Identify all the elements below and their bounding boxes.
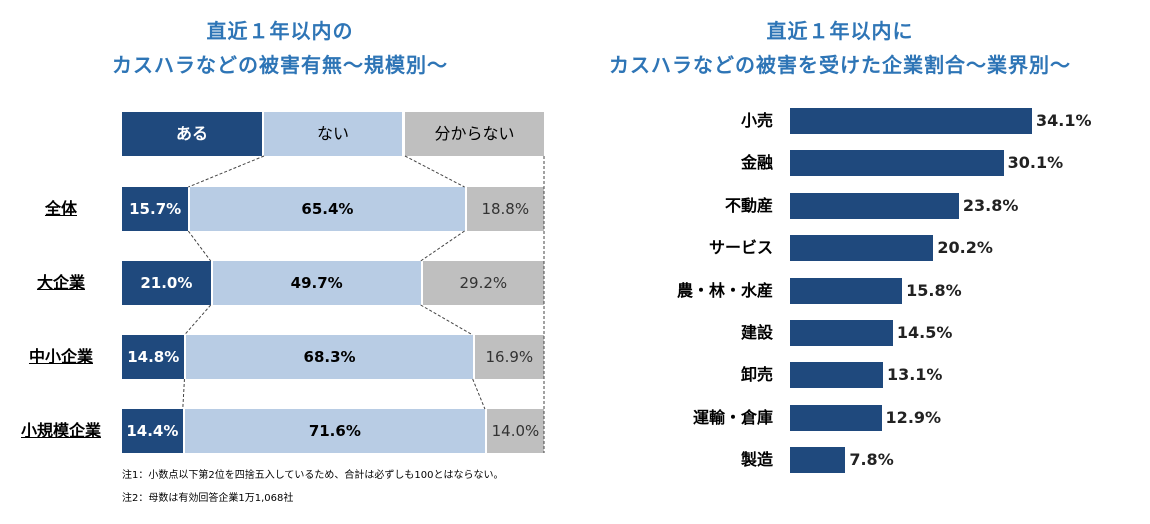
industry-value-label: 13.1% — [886, 365, 943, 385]
connector-line — [420, 230, 465, 262]
connector-line — [182, 378, 185, 410]
industry-label: 農・林・水産 — [676, 280, 773, 300]
stack-segment-wakaranai: 29.2% — [420, 261, 544, 305]
industry-value-label: 14.5% — [896, 323, 953, 342]
industry-bar — [790, 150, 1004, 177]
industry-bar — [790, 447, 846, 474]
note-2: 注2：母数は有効回答企業1万1,068社 — [122, 493, 294, 504]
stack-segment-aru: 14.4% — [122, 409, 183, 453]
industry-value-label: 15.8% — [906, 280, 962, 300]
industry-bar — [790, 277, 903, 304]
industry-label: 金融 — [740, 153, 773, 173]
stack-segment-wakaranai: 14.0% — [484, 409, 544, 453]
stack-segment-nai: 65.4% — [188, 187, 465, 231]
row-label: 全体 — [44, 199, 77, 218]
stack-segment-nai: 49.7% — [210, 261, 421, 305]
industry-label: 小売 — [740, 111, 773, 130]
stack-segment-aru: 14.8% — [122, 335, 185, 379]
stack-segment-wakaranai: 16.9% — [472, 335, 544, 379]
legend-wakaranai: 分からない — [405, 112, 544, 156]
industry-bar — [790, 192, 959, 219]
industry-bar — [790, 362, 883, 389]
industry-bar — [790, 320, 893, 346]
legend-aru: ある — [122, 112, 262, 156]
connector-line — [404, 155, 465, 188]
stack-segment-aru: 15.7% — [122, 187, 189, 231]
left-title-line-2: カスハラなどの被害有無～規模別～ — [112, 53, 448, 77]
row-label: 中小企業 — [28, 347, 93, 366]
right-chart-title: 直近１年以内に カスハラなどの被害を受けた企業割合～業界別～ — [560, 14, 1120, 82]
industry-value-label: 20.2% — [937, 238, 993, 258]
industry-label: 卸売 — [740, 365, 773, 385]
connector-line — [420, 304, 473, 336]
note-1: 注1：小数点以下第2位を四捨五入しているため、合計は必ずしも100とはならない。 — [122, 470, 504, 481]
industry-label: サービス — [708, 238, 773, 258]
stack-segment-aru: 21.0% — [122, 261, 211, 305]
connector-line — [188, 155, 265, 188]
connector-line — [187, 230, 212, 262]
industry-label: 運輸・倉庫 — [692, 407, 773, 427]
stack-segment-wakaranai: 18.8% — [464, 187, 544, 231]
industry-label: 建設 — [740, 323, 773, 342]
industry-value-label: 30.1% — [1007, 153, 1064, 173]
connector-line — [184, 304, 212, 336]
stack-segment-nai: 71.6% — [182, 409, 485, 453]
stack-segment-nai: 68.3% — [184, 335, 473, 379]
right-title-line-1: 直近１年以内に — [766, 19, 914, 43]
industry-bar — [790, 404, 882, 431]
industry-bar — [790, 235, 934, 262]
right-title-line-2: カスハラなどの被害を受けた企業割合～業界別～ — [609, 53, 1071, 77]
industry-value-label: 12.9% — [885, 407, 942, 427]
industry-value-label: 23.8% — [962, 195, 1019, 215]
connector-line — [472, 378, 486, 410]
industry-value-label: 7.8% — [849, 450, 894, 470]
row-label: 大企業 — [36, 273, 85, 292]
industry-label: 不動産 — [724, 195, 773, 215]
industry-bar — [790, 108, 1032, 134]
left-chart-title: 直近１年以内の カスハラなどの被害有無～規模別～ — [60, 14, 500, 82]
industry-value-label: 34.1% — [1036, 111, 1092, 130]
row-label: 小規模企業 — [20, 421, 101, 440]
legend-nai: ない — [264, 112, 402, 156]
industry-label: 製造 — [740, 450, 773, 470]
left-title-line-1: 直近１年以内の — [206, 19, 354, 43]
